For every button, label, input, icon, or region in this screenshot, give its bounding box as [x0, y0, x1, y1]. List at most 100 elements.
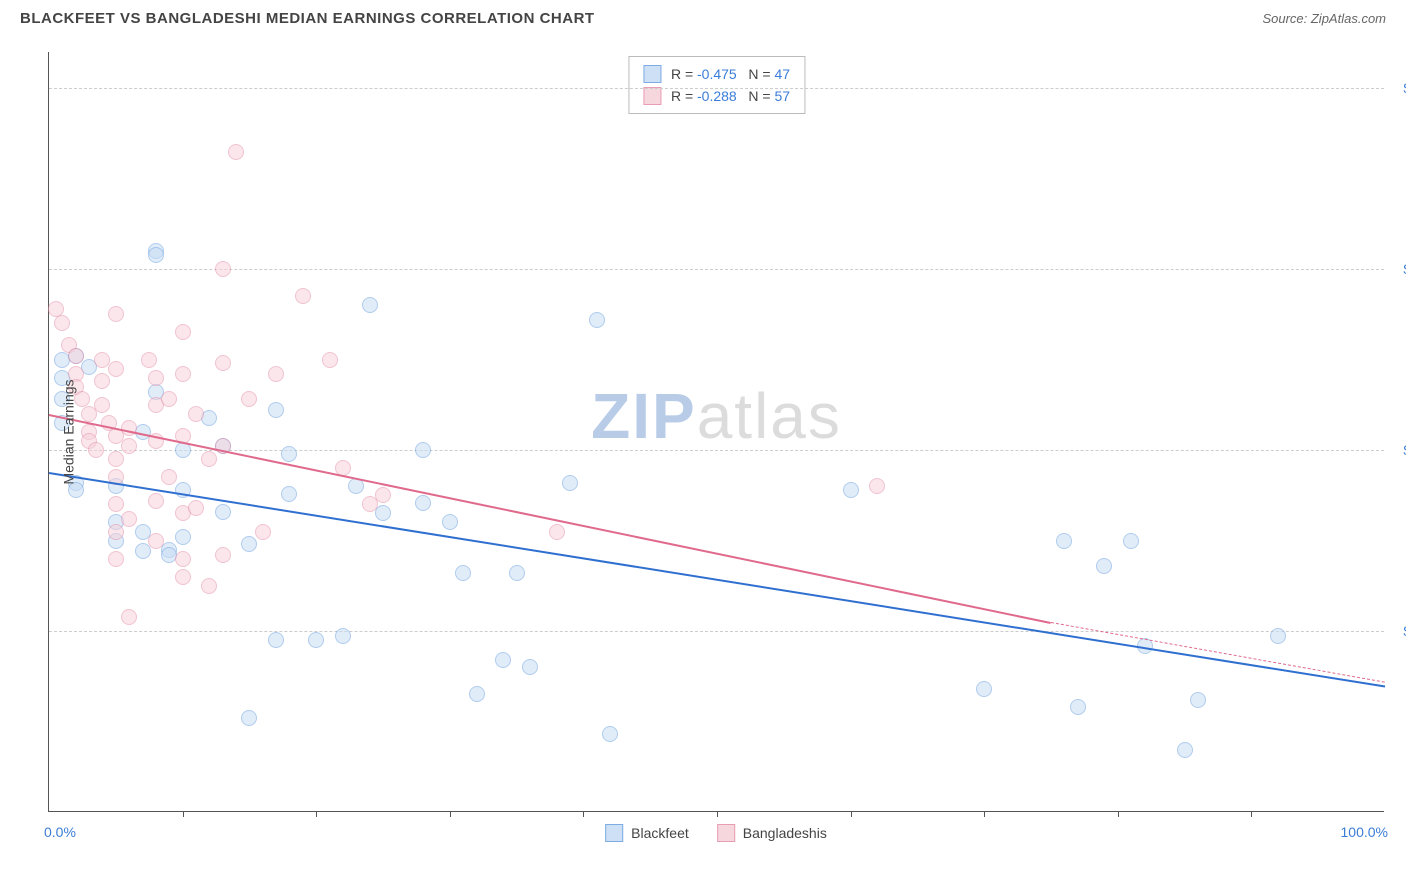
data-point [215, 261, 231, 277]
x-tick [851, 811, 852, 817]
data-point [148, 247, 164, 263]
y-tick-label: $30,000 [1394, 623, 1406, 639]
x-tick [1118, 811, 1119, 817]
data-point [976, 681, 992, 697]
legend-item: Bangladeshis [717, 824, 827, 842]
data-point [201, 451, 217, 467]
legend-swatch [717, 824, 735, 842]
x-tick [984, 811, 985, 817]
y-tick-label: $50,000 [1394, 261, 1406, 277]
data-point [268, 632, 284, 648]
data-point [148, 533, 164, 549]
data-point [148, 493, 164, 509]
series-legend: Blackfeet Bangladeshis [605, 824, 827, 842]
data-point [1056, 533, 1072, 549]
legend-swatch [643, 87, 661, 105]
data-point [255, 524, 271, 540]
x-tick [717, 811, 718, 817]
grid-line [49, 631, 1384, 632]
data-point [228, 144, 244, 160]
data-point [1177, 742, 1193, 758]
data-point [415, 495, 431, 511]
data-point [88, 442, 104, 458]
chart-title: BLACKFEET VS BANGLADESHI MEDIAN EARNINGS… [20, 10, 595, 27]
data-point [469, 686, 485, 702]
data-point [175, 324, 191, 340]
data-point [94, 397, 110, 413]
data-point [1123, 533, 1139, 549]
data-point [509, 565, 525, 581]
x-axis-max-label: 100.0% [1341, 824, 1388, 840]
data-point [335, 628, 351, 644]
legend-swatch [605, 824, 623, 842]
data-point [241, 710, 257, 726]
data-point [175, 529, 191, 545]
data-point [175, 551, 191, 567]
data-point [602, 726, 618, 742]
data-point [135, 543, 151, 559]
data-point [94, 373, 110, 389]
data-point [108, 551, 124, 567]
data-point [141, 352, 157, 368]
data-point [562, 475, 578, 491]
data-point [215, 355, 231, 371]
data-point [175, 569, 191, 585]
x-tick [316, 811, 317, 817]
correlation-text: R = -0.475 N = 47 [671, 63, 790, 85]
watermark-part1: ZIP [591, 380, 697, 452]
legend-label: Bangladeshis [743, 825, 827, 841]
data-point [188, 406, 204, 422]
x-tick [183, 811, 184, 817]
data-point [322, 352, 338, 368]
x-tick [1251, 811, 1252, 817]
data-point [308, 632, 324, 648]
data-point [1070, 699, 1086, 715]
data-point [108, 496, 124, 512]
data-point [188, 500, 204, 516]
trend-line [49, 414, 1051, 624]
data-point [108, 451, 124, 467]
data-point [241, 536, 257, 552]
data-point [268, 366, 284, 382]
legend-item: Blackfeet [605, 824, 689, 842]
data-point [148, 370, 164, 386]
legend-label: Blackfeet [631, 825, 689, 841]
data-point [108, 306, 124, 322]
x-tick [583, 811, 584, 817]
data-point [121, 511, 137, 527]
data-point [281, 446, 297, 462]
watermark-part2: atlas [697, 380, 842, 452]
data-point [1190, 692, 1206, 708]
correlation-legend: R = -0.475 N = 47R = -0.288 N = 57 [628, 56, 805, 114]
data-point [54, 315, 70, 331]
data-point [495, 652, 511, 668]
data-point [375, 487, 391, 503]
grid-line [49, 88, 1384, 89]
data-point [215, 547, 231, 563]
y-axis-title: Median Earnings [61, 379, 77, 484]
plot-area: ZIPatlas R = -0.475 N = 47R = -0.288 N =… [48, 52, 1384, 812]
grid-line [49, 269, 1384, 270]
data-point [175, 366, 191, 382]
data-point [121, 438, 137, 454]
data-point [455, 565, 471, 581]
data-point [281, 486, 297, 502]
data-point [843, 482, 859, 498]
source-label: Source: ZipAtlas.com [1262, 11, 1386, 26]
data-point [869, 478, 885, 494]
data-point [549, 524, 565, 540]
trend-line [49, 472, 1385, 687]
data-point [1270, 628, 1286, 644]
data-point [215, 504, 231, 520]
y-tick-label: $60,000 [1394, 80, 1406, 96]
legend-swatch [643, 65, 661, 83]
data-point [161, 391, 177, 407]
data-point [442, 514, 458, 530]
x-axis-min-label: 0.0% [44, 824, 76, 840]
data-point [589, 312, 605, 328]
data-point [201, 578, 217, 594]
data-point [295, 288, 311, 304]
data-point [362, 297, 378, 313]
watermark: ZIPatlas [591, 379, 842, 453]
data-point [241, 391, 257, 407]
